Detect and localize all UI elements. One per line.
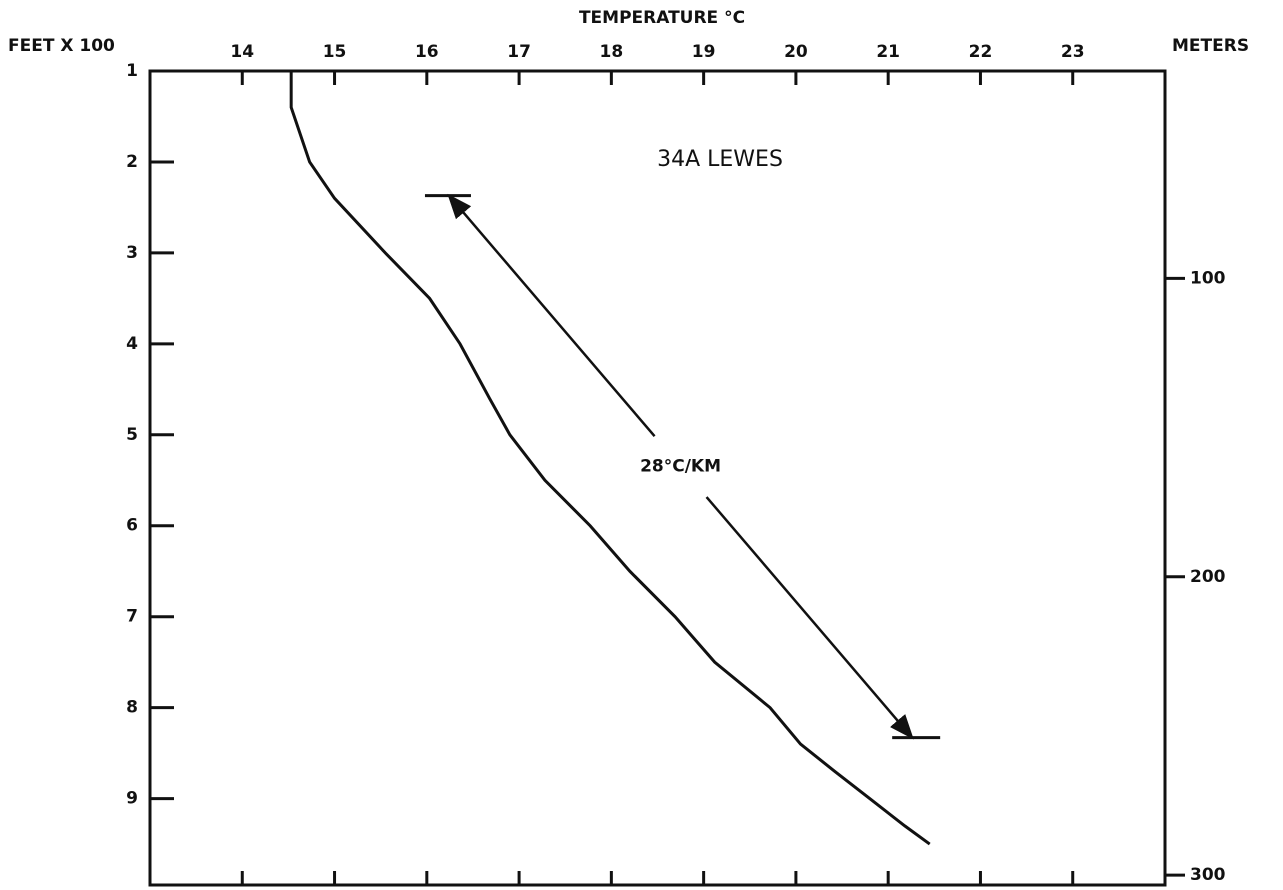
x-tick-label: 22 bbox=[969, 42, 993, 62]
x-tick-label: 17 bbox=[507, 42, 531, 62]
y-axis-title: FEET X 100 bbox=[8, 36, 115, 56]
y-tick-label: 4 bbox=[126, 334, 138, 354]
x-tick-label: 21 bbox=[876, 42, 900, 62]
y2-tick-label: 200 bbox=[1190, 567, 1226, 587]
x-tick-label: 15 bbox=[323, 42, 347, 62]
x-tick-label: 16 bbox=[415, 42, 439, 62]
y2-axis-title: METERS bbox=[1172, 36, 1249, 56]
annotation: 34A LEWES bbox=[657, 147, 783, 172]
y-tick-label: 1 bbox=[126, 61, 138, 81]
y-tick-label: 9 bbox=[126, 789, 138, 809]
x-tick-label: 18 bbox=[600, 42, 624, 62]
y-tick-label: 8 bbox=[126, 698, 138, 718]
x-tick-label: 14 bbox=[230, 42, 254, 62]
gradient-label: 28°C/KM bbox=[640, 457, 721, 477]
gradient-arrow bbox=[447, 193, 656, 438]
y-tick-label: 6 bbox=[126, 516, 138, 536]
profile-line bbox=[289, 71, 931, 846]
y-tick-label: 2 bbox=[126, 152, 138, 172]
y2-tick-label: 300 bbox=[1190, 865, 1226, 885]
x-axis-title: TEMPERATURE °C bbox=[579, 8, 745, 28]
y2-tick-label: 100 bbox=[1190, 268, 1226, 288]
x-tick-label: 19 bbox=[692, 42, 716, 62]
gradient-arrow bbox=[705, 496, 914, 740]
y-tick-label: 3 bbox=[126, 243, 138, 263]
y-tick-label: 7 bbox=[126, 607, 138, 627]
y-tick-label: 5 bbox=[126, 425, 138, 445]
x-tick-label: 23 bbox=[1061, 42, 1085, 62]
plot-frame bbox=[148, 69, 1167, 887]
x-tick-label: 20 bbox=[784, 42, 808, 62]
